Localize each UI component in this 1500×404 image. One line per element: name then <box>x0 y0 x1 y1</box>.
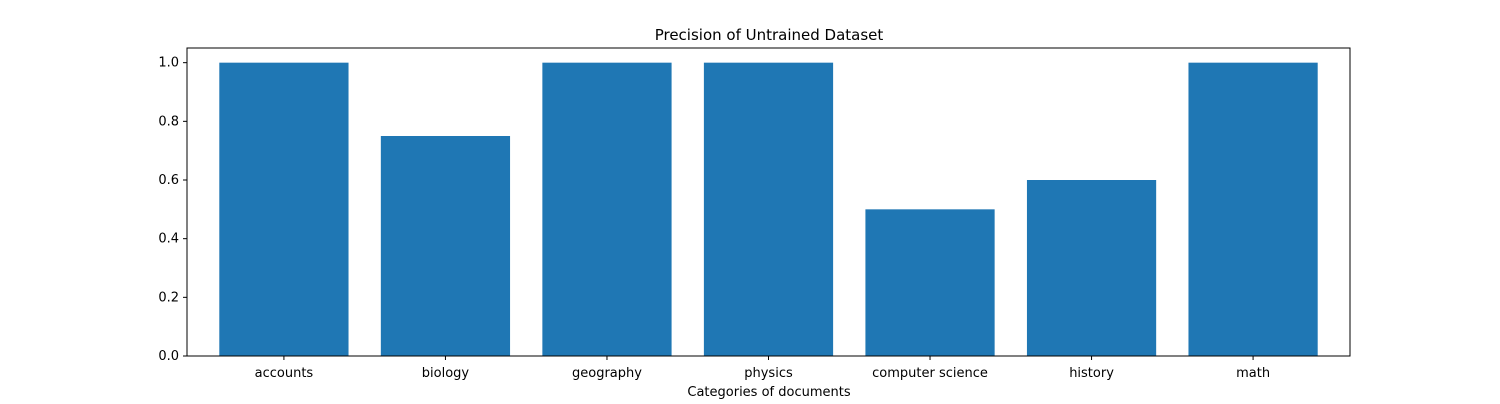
y-axis-ticks: 0.0 0.2 0.4 0.6 0.8 1.0 <box>158 56 187 364</box>
y-tick-label: 0.4 <box>158 232 179 247</box>
x-tick-label: physics <box>744 366 793 381</box>
y-tick-label: 0.0 <box>158 349 179 364</box>
x-tick-label: computer science <box>872 366 988 381</box>
bar-computer-science <box>865 209 995 356</box>
bar-biology <box>380 136 511 356</box>
x-axis-ticks: accounts biology geography physics computer … <box>255 356 1270 381</box>
y-tick-label: 0.8 <box>158 114 179 129</box>
bar-geography <box>542 62 672 357</box>
bar-history <box>1026 180 1157 356</box>
y-tick-label: 0.6 <box>158 173 179 188</box>
x-tick-label: geography <box>572 366 642 381</box>
bars-group <box>219 62 1318 357</box>
x-tick-label: biology <box>422 366 470 381</box>
x-tick-label: math <box>1236 366 1270 381</box>
x-tick-label: accounts <box>255 366 314 381</box>
chart-title: Precision of Untrained Dataset <box>655 26 884 44</box>
y-tick-label: 0.2 <box>158 290 179 305</box>
x-axis-label: Categories of documents <box>687 385 850 400</box>
bar-physics <box>703 62 834 357</box>
y-tick-label: 1.0 <box>158 56 179 71</box>
plot-frame <box>186 47 1351 357</box>
bar-math <box>1188 62 1318 357</box>
bar-accounts <box>219 62 349 357</box>
x-tick-label: history <box>1069 366 1114 381</box>
